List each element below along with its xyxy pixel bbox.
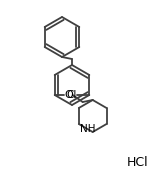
Text: NH: NH — [80, 124, 96, 134]
Text: O: O — [65, 90, 73, 100]
Text: Cl: Cl — [66, 90, 76, 100]
Text: HCl: HCl — [127, 157, 149, 169]
